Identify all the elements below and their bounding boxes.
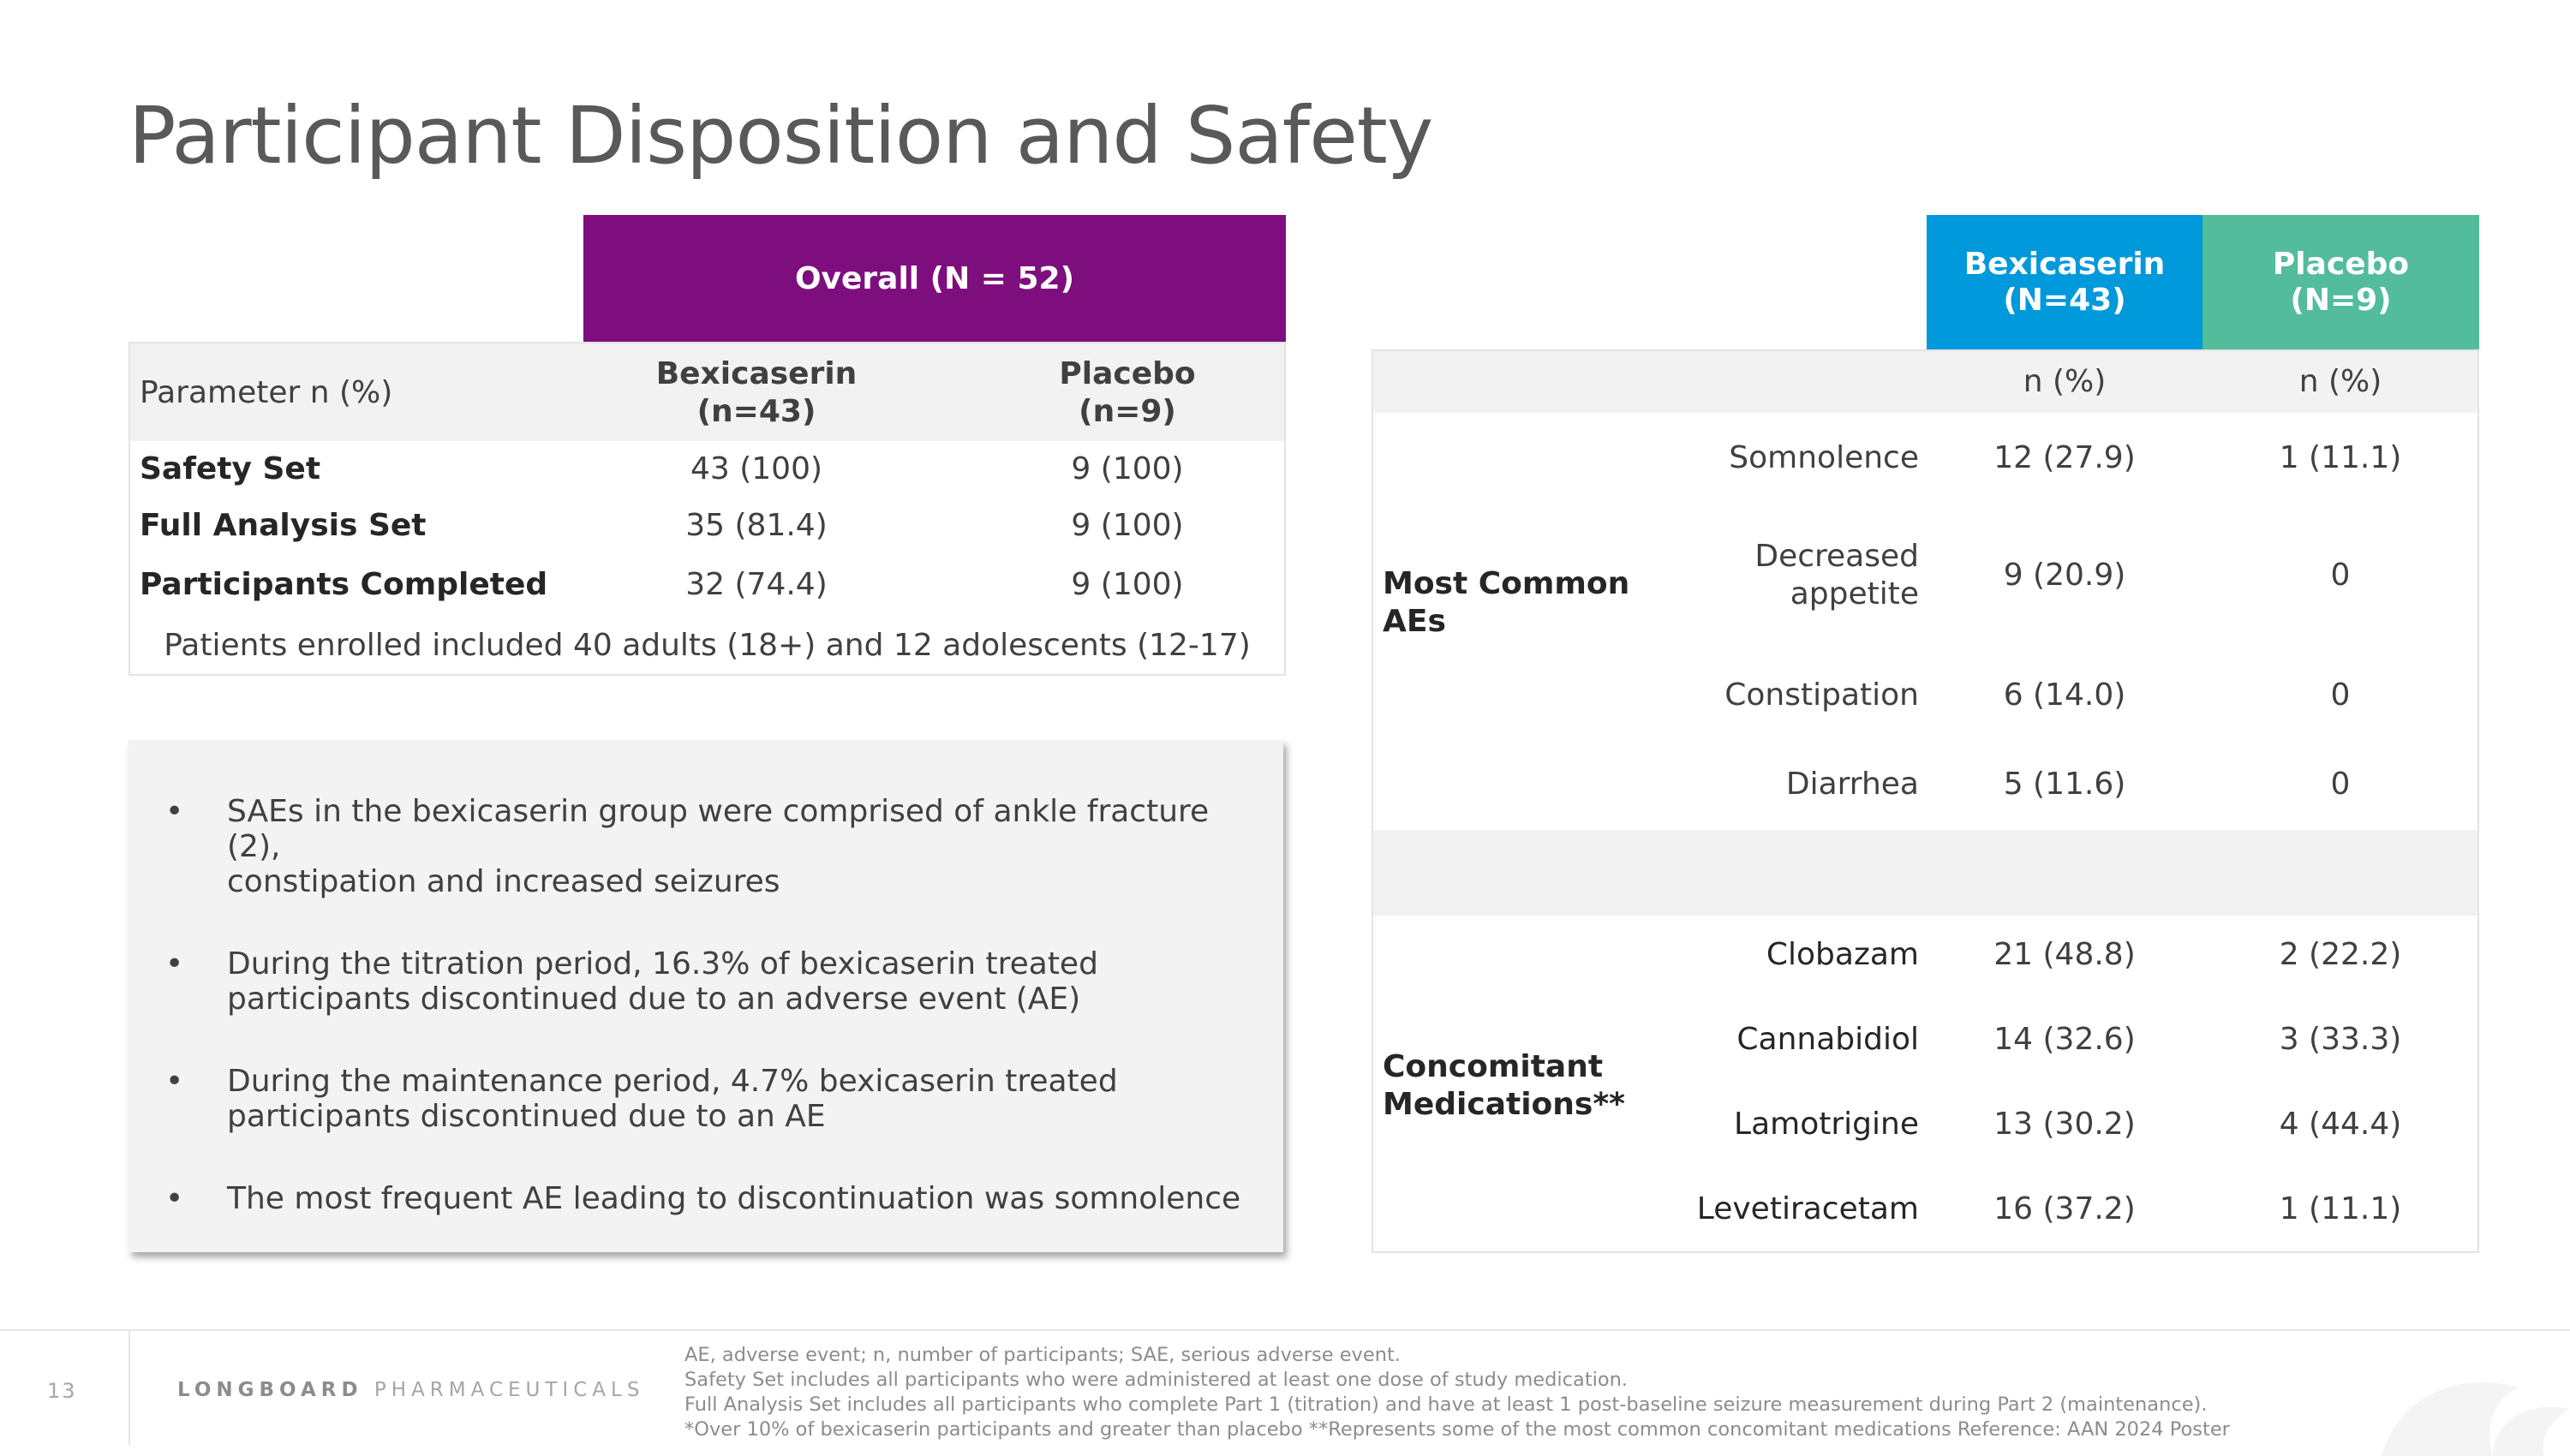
bex-value: 21 (48.8): [1993, 937, 2136, 972]
bex-unit-label: n (%): [2023, 364, 2107, 399]
ae-name: Constipation: [1724, 677, 1919, 713]
placebo-value: 9 (100): [1071, 451, 1184, 486]
placebo-header: Placebo (N=9): [2202, 215, 2479, 349]
overall-header: Overall (N = 52): [583, 215, 1286, 342]
placebo-value: 0: [2330, 677, 2351, 713]
table-row: Safety Set 43 (100) 9 (100): [130, 441, 1284, 498]
disposition-header-row: Parameter n (%) Bexicaserin (n=43) Place…: [130, 343, 1284, 441]
npct-row: n (%) n (%): [1373, 351, 2477, 413]
table-row: Full Analysis Set 35 (81.4) 9 (100): [130, 498, 1284, 554]
bex-value: 9 (20.9): [2003, 558, 2126, 593]
placebo-value: 1 (11.1): [2279, 440, 2402, 475]
footer-divider: [0, 1329, 2570, 1331]
enrollment-note: Patients enrolled included 40 adults (18…: [164, 628, 1251, 663]
table-row: Participants Completed 32 (74.4) 9 (100): [130, 557, 1284, 613]
disposition-table: Parameter n (%) Bexicaserin (n=43) Place…: [128, 342, 1286, 676]
bex-value: 5 (11.6): [2003, 767, 2126, 802]
medication-name: Levetiracetam: [1696, 1191, 1919, 1226]
placebo-value: 4 (44.4): [2279, 1107, 2402, 1142]
wave-logo-icon: [2382, 1381, 2570, 1456]
most-common-aes-label: Most Common AEs: [1383, 566, 1630, 639]
placebo-value: 9 (100): [1071, 567, 1184, 602]
ae-name: Diarrhea: [1785, 767, 1919, 802]
concomitant-medications-label: Concomitant Medications**: [1383, 1049, 1625, 1122]
param-label: Parameter n (%): [140, 374, 393, 410]
bex-value: 32 (74.4): [685, 567, 828, 602]
list-item: • The most frequent AE leading to discont…: [165, 1181, 1241, 1216]
row-label: Safety Set: [140, 451, 321, 486]
bex-value: 43 (100): [690, 451, 823, 486]
medication-name: Lamotrigine: [1734, 1107, 1919, 1142]
placebo-value: 9 (100): [1071, 508, 1184, 543]
bex-value: 35 (81.4): [685, 508, 828, 543]
footnotes: AE, adverse event; n, number of particip…: [684, 1344, 2230, 1441]
bex-value: 6 (14.0): [2003, 677, 2126, 713]
page-title: Participant Disposition and Safety: [128, 90, 1433, 182]
ae-name: Somnolence: [1729, 440, 1919, 475]
medication-name: Clobazam: [1766, 937, 1919, 972]
bex-value: 14 (32.6): [1993, 1022, 2136, 1057]
list-item: • SAEs in the bexicaserin group were comp…: [165, 794, 1210, 899]
row-label: Full Analysis Set: [140, 508, 427, 543]
bex-value: 13 (30.2): [1993, 1107, 2136, 1142]
bexicaserin-header: Bexicaserin (N=43): [1927, 215, 2202, 349]
page-number: 13: [47, 1379, 77, 1403]
bullet-icon: •: [165, 1181, 184, 1216]
placebo-value: 0: [2330, 767, 2351, 802]
bullet-icon: •: [165, 946, 184, 982]
placebo-value: 0: [2330, 558, 2351, 593]
placebo-value: 1 (11.1): [2279, 1191, 2402, 1226]
separator-band: [1373, 830, 2477, 916]
bex-value: 12 (27.9): [1993, 440, 2136, 475]
list-item: • During the titration period, 16.3% of b…: [165, 946, 1098, 1017]
placebo-column-header: Placebo (n=9): [1059, 356, 1196, 429]
placebo-value: 3 (33.3): [2279, 1022, 2402, 1057]
placebo-value: 2 (22.2): [2279, 937, 2402, 972]
bullet-icon: •: [165, 1064, 184, 1099]
placebo-unit-label: n (%): [2298, 364, 2382, 399]
ae-table: n (%) n (%) Most Common AEs Concomitant Me…: [1372, 349, 2479, 1253]
bullet-icon: •: [165, 794, 184, 829]
bex-value: 16 (37.2): [1993, 1191, 2136, 1226]
bexicaserin-column-header: Bexicaserin (n=43): [655, 356, 858, 429]
row-label: Participants Completed: [140, 567, 548, 602]
list-item: • During the maintenance period, 4.7% bex…: [165, 1064, 1118, 1134]
footer-vertical-divider: [128, 1331, 130, 1445]
safety-summary-box: • SAEs in the bexicaserin group were comp…: [128, 740, 1283, 1252]
medication-name: Cannabidiol: [1736, 1022, 1919, 1057]
brand-logo: LONGBOARD PHARMACEUTICALS: [177, 1379, 645, 1401]
ae-name: Decreased appetite: [1754, 539, 1919, 612]
